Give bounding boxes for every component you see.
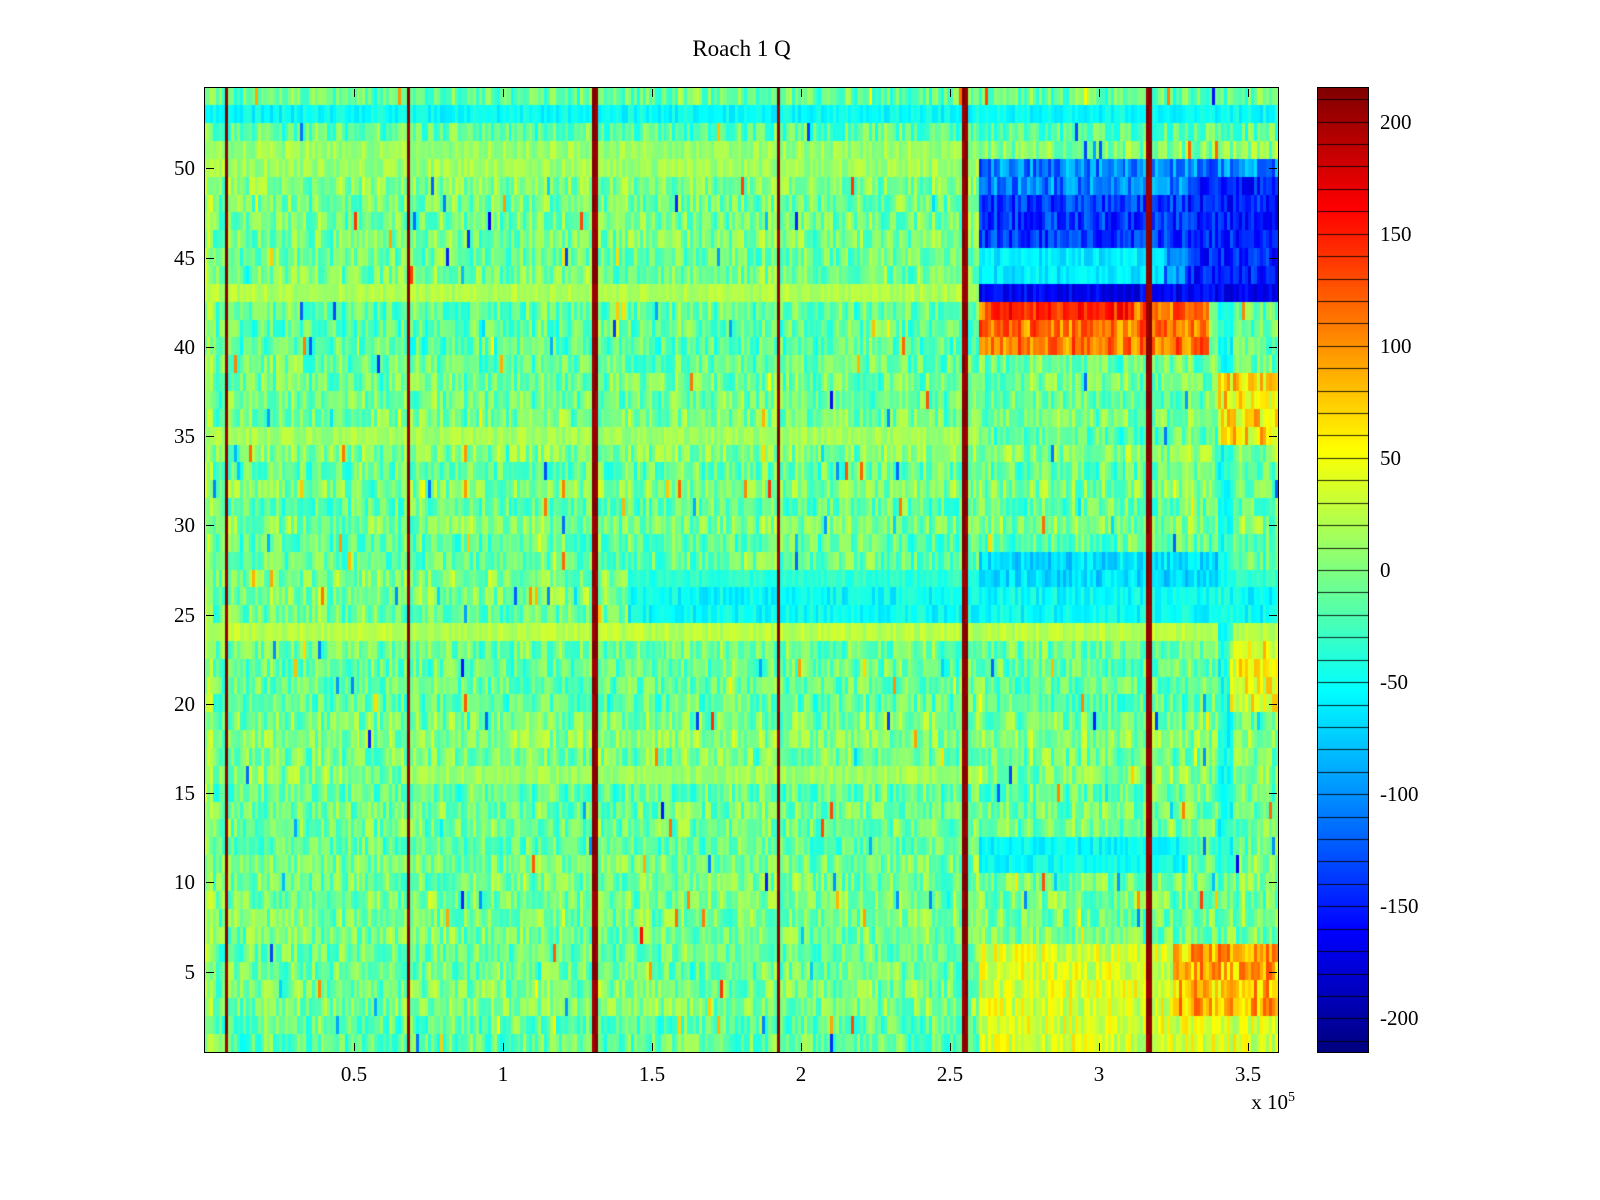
y-tick-mark	[206, 347, 214, 348]
x-tick-mark	[1248, 89, 1249, 97]
y-tick-mark	[1269, 436, 1277, 437]
y-tick-mark	[1269, 347, 1277, 348]
x-tick-mark	[801, 89, 802, 97]
y-tick-mark	[206, 615, 214, 616]
colorbar-tick-label: -50	[1380, 670, 1408, 694]
y-tick-label: 25	[174, 603, 195, 627]
y-tick-mark	[206, 436, 214, 437]
y-tick-label: 15	[174, 781, 195, 805]
y-tick-mark	[206, 972, 214, 973]
y-tick-mark	[206, 793, 214, 794]
y-tick-mark	[1269, 882, 1277, 883]
y-tick-mark	[206, 258, 214, 259]
x-tick-mark	[1248, 1043, 1249, 1051]
y-tick-mark	[206, 525, 214, 526]
x-tick-label: 3.5	[1234, 1062, 1262, 1086]
colorbar-tick-label: -100	[1380, 782, 1419, 806]
x-offset-base: x 10	[1251, 1090, 1288, 1114]
y-tick-label: 50	[174, 156, 195, 180]
x-tick-mark	[652, 89, 653, 97]
x-tick-label: 1.5	[638, 1062, 666, 1086]
x-tick-label: 2	[795, 1062, 807, 1086]
y-tick-mark	[1269, 525, 1277, 526]
x-tick-mark	[503, 1043, 504, 1051]
colorbar-tick-label: 100	[1380, 334, 1412, 358]
x-tick-label: 2.5	[936, 1062, 964, 1086]
colorbar	[1317, 87, 1369, 1053]
chart-title: Roach 1 Q	[692, 36, 791, 61]
y-tick-mark	[1269, 704, 1277, 705]
x-tick-mark	[801, 1043, 802, 1051]
colorbar-canvas	[1318, 88, 1368, 1052]
y-tick-label: 45	[174, 246, 195, 270]
x-tick-mark	[503, 89, 504, 97]
y-tick-mark	[1269, 972, 1277, 973]
x-tick-mark	[354, 89, 355, 97]
colorbar-tick-label: 0	[1380, 558, 1391, 582]
y-tick-mark	[206, 882, 214, 883]
x-tick-mark	[1099, 1043, 1100, 1051]
colorbar-tick-label: -150	[1380, 894, 1419, 918]
colorbar-tick-label: 200	[1380, 110, 1412, 134]
colorbar-tick-label: 50	[1380, 446, 1401, 470]
y-tick-label: 10	[174, 870, 195, 894]
x-tick-label: 0.5	[340, 1062, 368, 1086]
y-tick-mark	[206, 704, 214, 705]
heatmap-canvas	[205, 88, 1278, 1052]
x-tick-mark	[652, 1043, 653, 1051]
y-tick-mark	[1269, 258, 1277, 259]
plot-area	[204, 87, 1279, 1053]
x-tick-mark	[354, 1043, 355, 1051]
y-tick-mark	[1269, 793, 1277, 794]
colorbar-tick-label: -200	[1380, 1006, 1419, 1030]
y-tick-mark	[1269, 168, 1277, 169]
x-tick-mark	[950, 89, 951, 97]
y-tick-label: 40	[174, 335, 195, 359]
x-tick-mark	[950, 1043, 951, 1051]
y-tick-label: 30	[174, 513, 195, 537]
x-axis-offset-label: x 105	[1180, 1090, 1295, 1115]
y-tick-label: 5	[184, 960, 196, 984]
y-tick-mark	[206, 168, 214, 169]
y-tick-mark	[1269, 615, 1277, 616]
x-tick-mark	[1099, 89, 1100, 97]
y-tick-label: 20	[174, 692, 195, 716]
x-tick-label: 3	[1093, 1062, 1105, 1086]
colorbar-tick-label: 150	[1380, 222, 1412, 246]
x-offset-exponent: 5	[1288, 1090, 1295, 1105]
x-tick-label: 1	[497, 1062, 509, 1086]
y-tick-label: 35	[174, 424, 195, 448]
